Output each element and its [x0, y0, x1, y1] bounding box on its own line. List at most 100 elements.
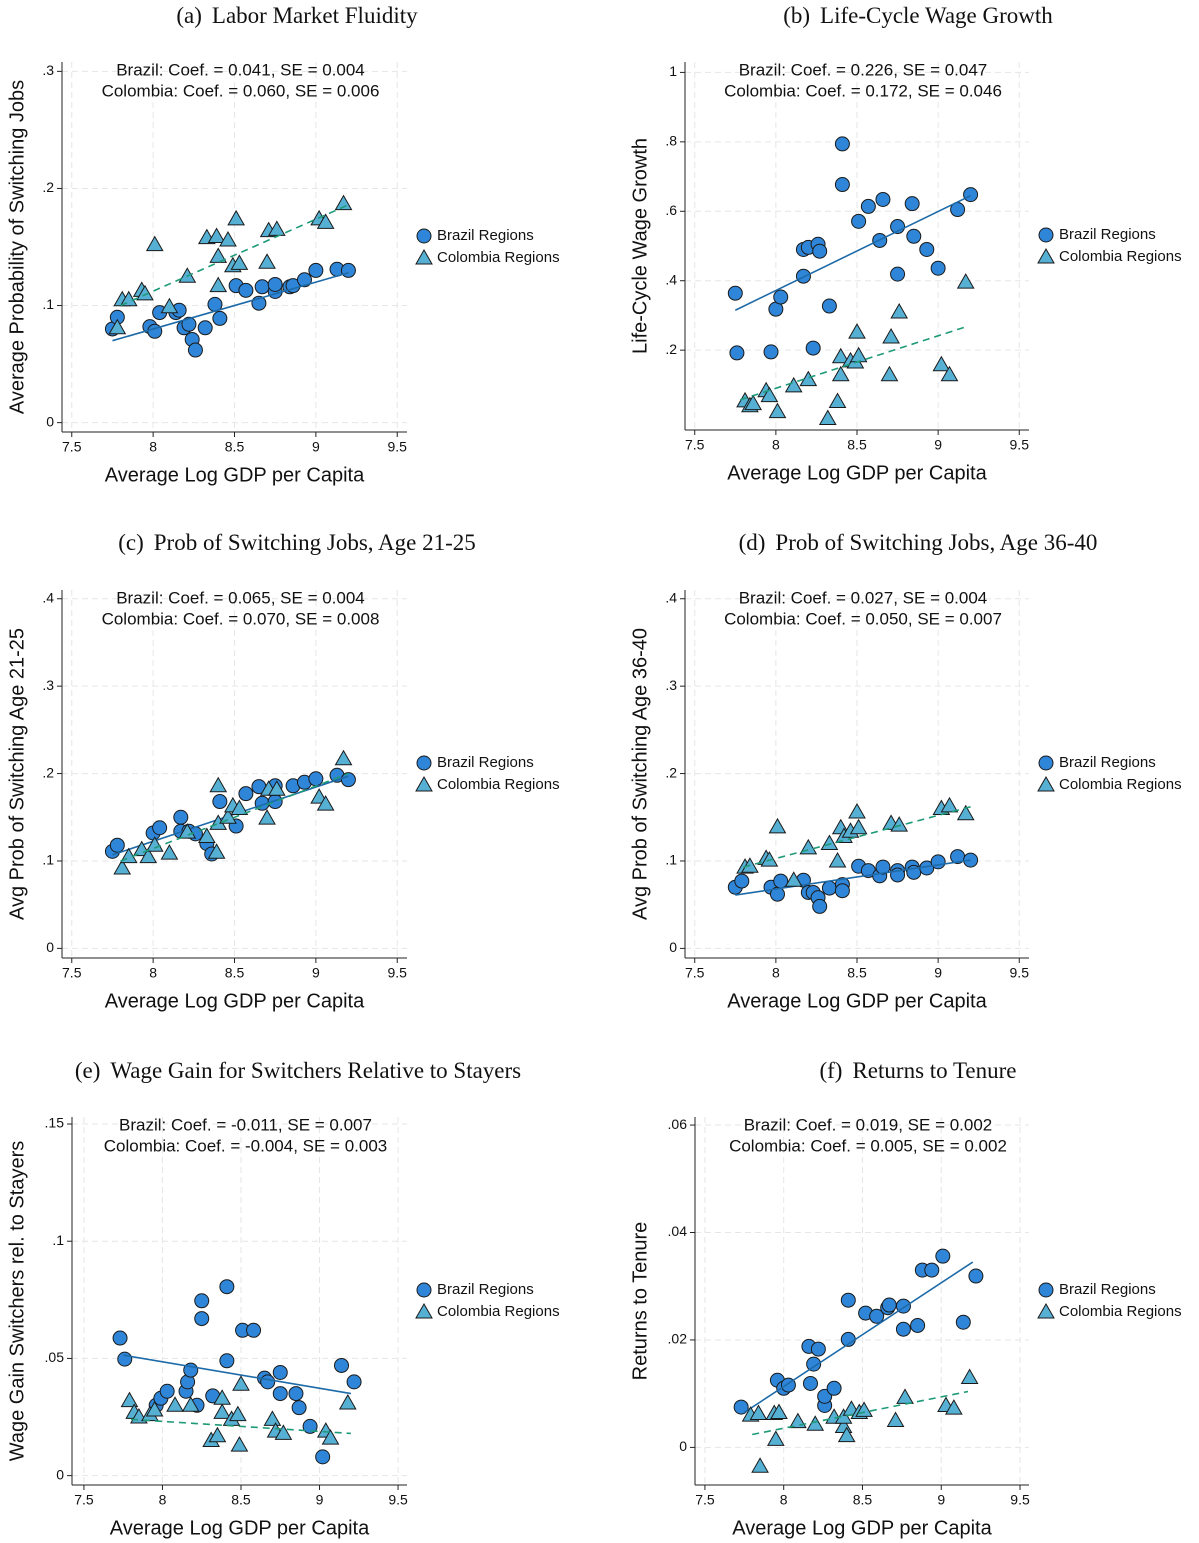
data-point — [230, 1436, 249, 1452]
data-point — [346, 1374, 362, 1390]
data-point — [209, 276, 228, 293]
x-tick-label: 9.5 — [1010, 437, 1030, 453]
x-tick-label: 7.5 — [685, 965, 705, 981]
data-point — [334, 749, 353, 766]
data-point — [773, 289, 789, 305]
legend-marker — [415, 248, 433, 265]
data-point — [734, 873, 750, 889]
data-point — [197, 320, 213, 336]
legend-label: Brazil Regions — [1059, 226, 1156, 243]
panel-caption: (a) Labor Market Fluidity — [176, 3, 418, 28]
legend-label: Colombia Regions — [437, 776, 560, 793]
data-point — [145, 836, 164, 852]
data-point — [136, 284, 154, 301]
legend-marker — [1037, 247, 1055, 264]
data-point — [896, 1388, 914, 1404]
y-axis-title: Life-Cycle Wage Growth — [629, 138, 651, 354]
data-point — [181, 316, 197, 332]
legend-marker — [1038, 227, 1054, 243]
data-point — [260, 1374, 276, 1390]
fit-line — [743, 806, 971, 868]
fit-line — [743, 1261, 974, 1414]
data-point — [209, 776, 228, 793]
data-point — [338, 1393, 357, 1410]
data-point — [139, 847, 158, 864]
data-point — [230, 254, 249, 270]
data-point — [770, 1403, 788, 1419]
fit-line — [752, 1390, 969, 1436]
y-tick-label: 0 — [56, 1466, 64, 1482]
data-point — [789, 1412, 807, 1429]
data-point — [160, 844, 179, 860]
x-axis-title: Average Log GDP per Capita — [105, 464, 365, 486]
y-tick-label: .1 — [42, 852, 54, 868]
data-point — [291, 1400, 307, 1416]
data-point — [209, 247, 228, 263]
data-point — [173, 809, 189, 825]
panel-label: (d) — [739, 530, 766, 555]
data-point — [117, 1351, 133, 1367]
y-tick-label: 1 — [669, 63, 677, 79]
legend-label: Brazil Regions — [1059, 1281, 1156, 1298]
y-tick-label: 0 — [46, 413, 54, 429]
panel-caption: (e) Wage Gain for Switchers Relative to S… — [75, 1058, 521, 1083]
y-tick-label: .3 — [42, 677, 54, 693]
data-point — [308, 262, 324, 278]
legend-label: Brazil Regions — [437, 754, 534, 771]
x-tick-label: 7.5 — [62, 439, 82, 455]
data-point — [316, 213, 335, 229]
x-tick-label: 8.5 — [225, 439, 245, 455]
y-tick-label: .4 — [665, 589, 677, 605]
data-point — [729, 345, 745, 361]
x-tick-label: 9 — [937, 1492, 945, 1508]
data-point — [145, 1400, 164, 1417]
data-point — [848, 803, 866, 819]
y-tick-label: .04 — [668, 1223, 688, 1239]
data-point — [849, 818, 868, 835]
data-point — [810, 1341, 826, 1357]
data-point — [821, 880, 837, 896]
legend-label: Brazil Regions — [437, 1281, 534, 1298]
data-point — [882, 327, 900, 344]
data-point — [751, 1457, 769, 1473]
fit-line — [120, 772, 349, 862]
annotation: Colombia: Coef. = 0.060, SE = 0.006 — [102, 81, 380, 100]
data-point — [818, 409, 837, 426]
x-tick-label: 9 — [934, 965, 942, 981]
data-point — [821, 298, 837, 314]
fit-line — [739, 326, 966, 401]
legend-label: Colombia Regions — [437, 1303, 560, 1320]
data-point — [768, 402, 787, 419]
x-tick-label: 8 — [772, 965, 780, 981]
legend-marker — [1037, 1302, 1055, 1319]
legend-marker — [415, 775, 433, 792]
legend-label: Colombia Regions — [1059, 776, 1182, 793]
legend-marker — [1037, 775, 1055, 792]
annotation: Brazil: Coef. = -0.011, SE = 0.007 — [119, 1115, 372, 1134]
data-point — [820, 834, 839, 850]
x-axis-title: Average Log GDP per Capita — [110, 1517, 370, 1539]
data-point — [784, 871, 803, 887]
data-point — [826, 1380, 842, 1396]
x-tick-label: 7.5 — [74, 1492, 94, 1508]
data-point — [181, 1396, 200, 1412]
panel-caption: (f) Returns to Tenure — [819, 1058, 1016, 1083]
y-tick-label: .1 — [42, 296, 54, 312]
data-point — [267, 220, 286, 236]
data-point — [963, 187, 979, 203]
data-point — [968, 1268, 984, 1284]
data-point — [227, 209, 245, 226]
y-axis-title: Returns to Tenure — [629, 1222, 651, 1381]
y-tick-label: .05 — [45, 1349, 65, 1365]
panel-title: Returns to Tenure — [852, 1058, 1016, 1083]
data-point — [145, 235, 164, 252]
data-point — [232, 1375, 250, 1391]
data-point — [906, 228, 922, 244]
y-tick-label: .2 — [665, 341, 677, 357]
y-axis-title: Average Probability of Switching Jobs — [6, 80, 28, 414]
data-point — [334, 1357, 350, 1373]
annotation: Brazil: Coef. = 0.041, SE = 0.004 — [116, 60, 365, 79]
y-tick-label: .15 — [45, 1115, 65, 1131]
fit-line — [112, 271, 349, 342]
data-point — [308, 771, 324, 787]
